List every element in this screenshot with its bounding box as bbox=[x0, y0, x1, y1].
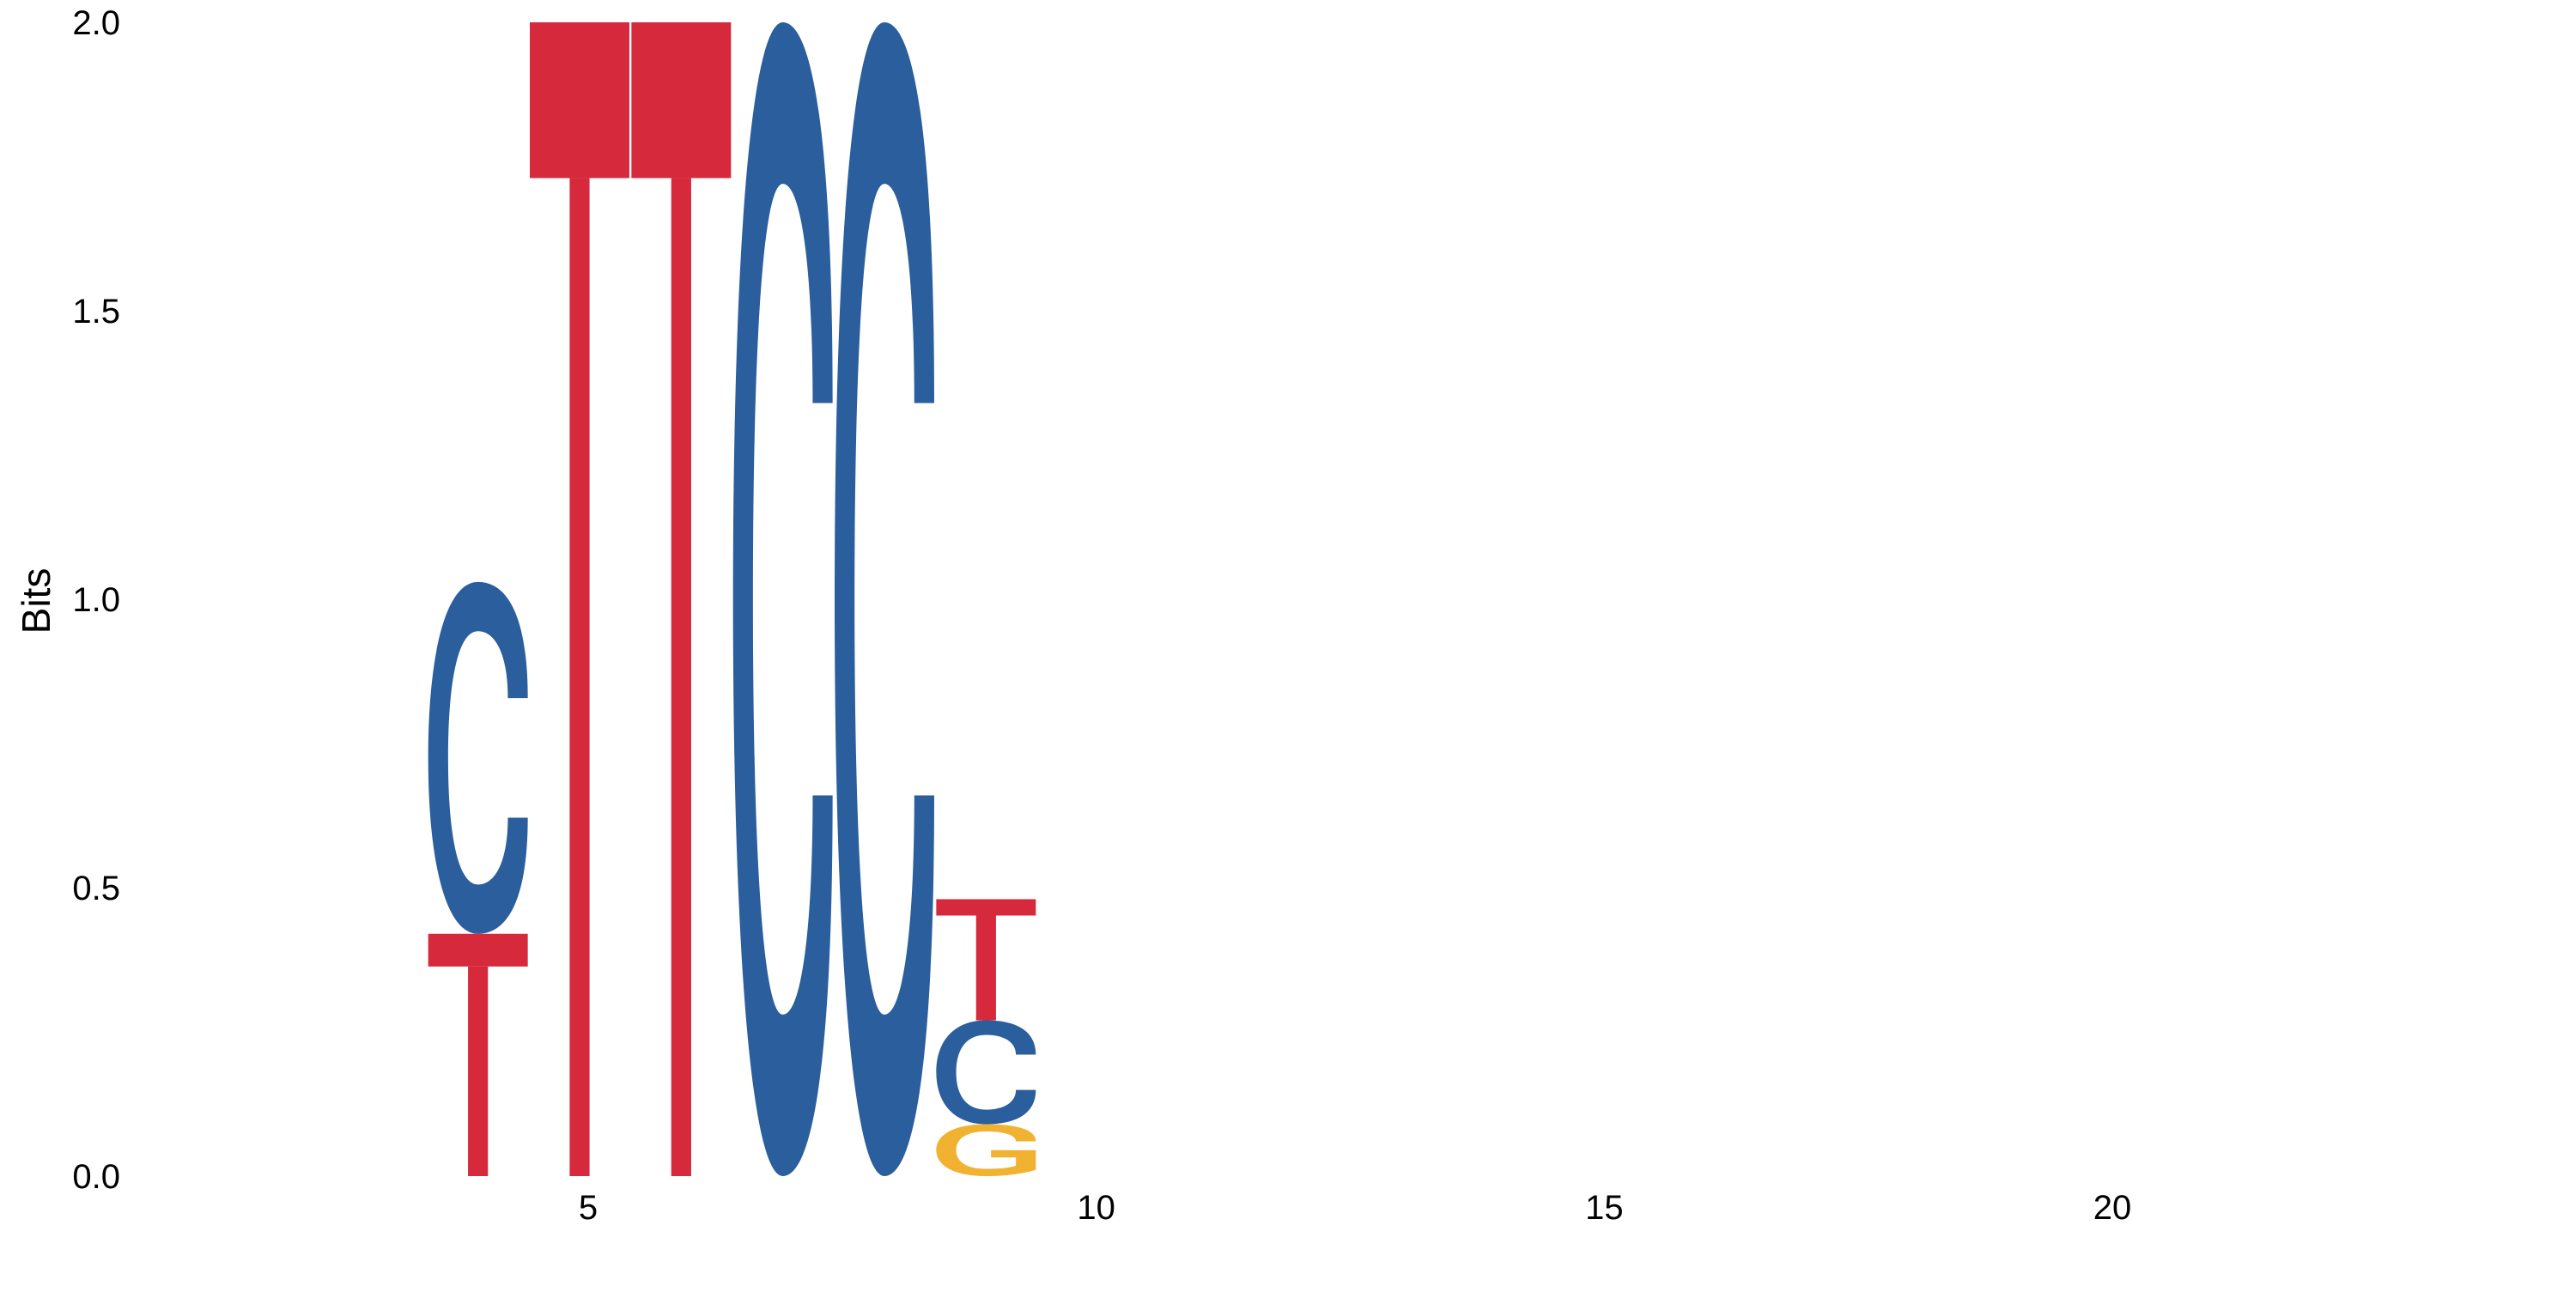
logo-letters bbox=[428, 22, 1036, 1177]
logo-letter-C bbox=[835, 22, 934, 1176]
logo-letter-T bbox=[631, 22, 732, 1177]
y-tick-label: 1.5 bbox=[72, 293, 120, 331]
y-axis: 0.0 0.5 1.0 1.5 2.0 bbox=[72, 4, 120, 1196]
y-tick-label: 1.0 bbox=[72, 581, 120, 619]
logo-letter-G bbox=[936, 1124, 1036, 1176]
logo-letter-T bbox=[936, 899, 1036, 1021]
logo-letter-T bbox=[530, 22, 629, 1177]
x-tick-label: 5 bbox=[579, 1189, 598, 1227]
y-tick-label: 2.0 bbox=[72, 4, 120, 42]
x-axis: 5 10 15 20 bbox=[579, 1189, 2131, 1227]
y-tick-label: 0.0 bbox=[72, 1158, 120, 1196]
logo-letter-C bbox=[428, 581, 528, 934]
y-axis-label: Bits bbox=[14, 568, 58, 634]
logo-letter-T bbox=[428, 933, 528, 1176]
x-tick-label: 15 bbox=[1585, 1189, 1624, 1227]
y-tick-label: 0.5 bbox=[72, 870, 120, 907]
logo-letter-C bbox=[732, 22, 833, 1176]
logo-letter-C bbox=[936, 1020, 1036, 1125]
x-tick-label: 20 bbox=[2093, 1189, 2132, 1227]
x-tick-label: 10 bbox=[1077, 1189, 1115, 1227]
